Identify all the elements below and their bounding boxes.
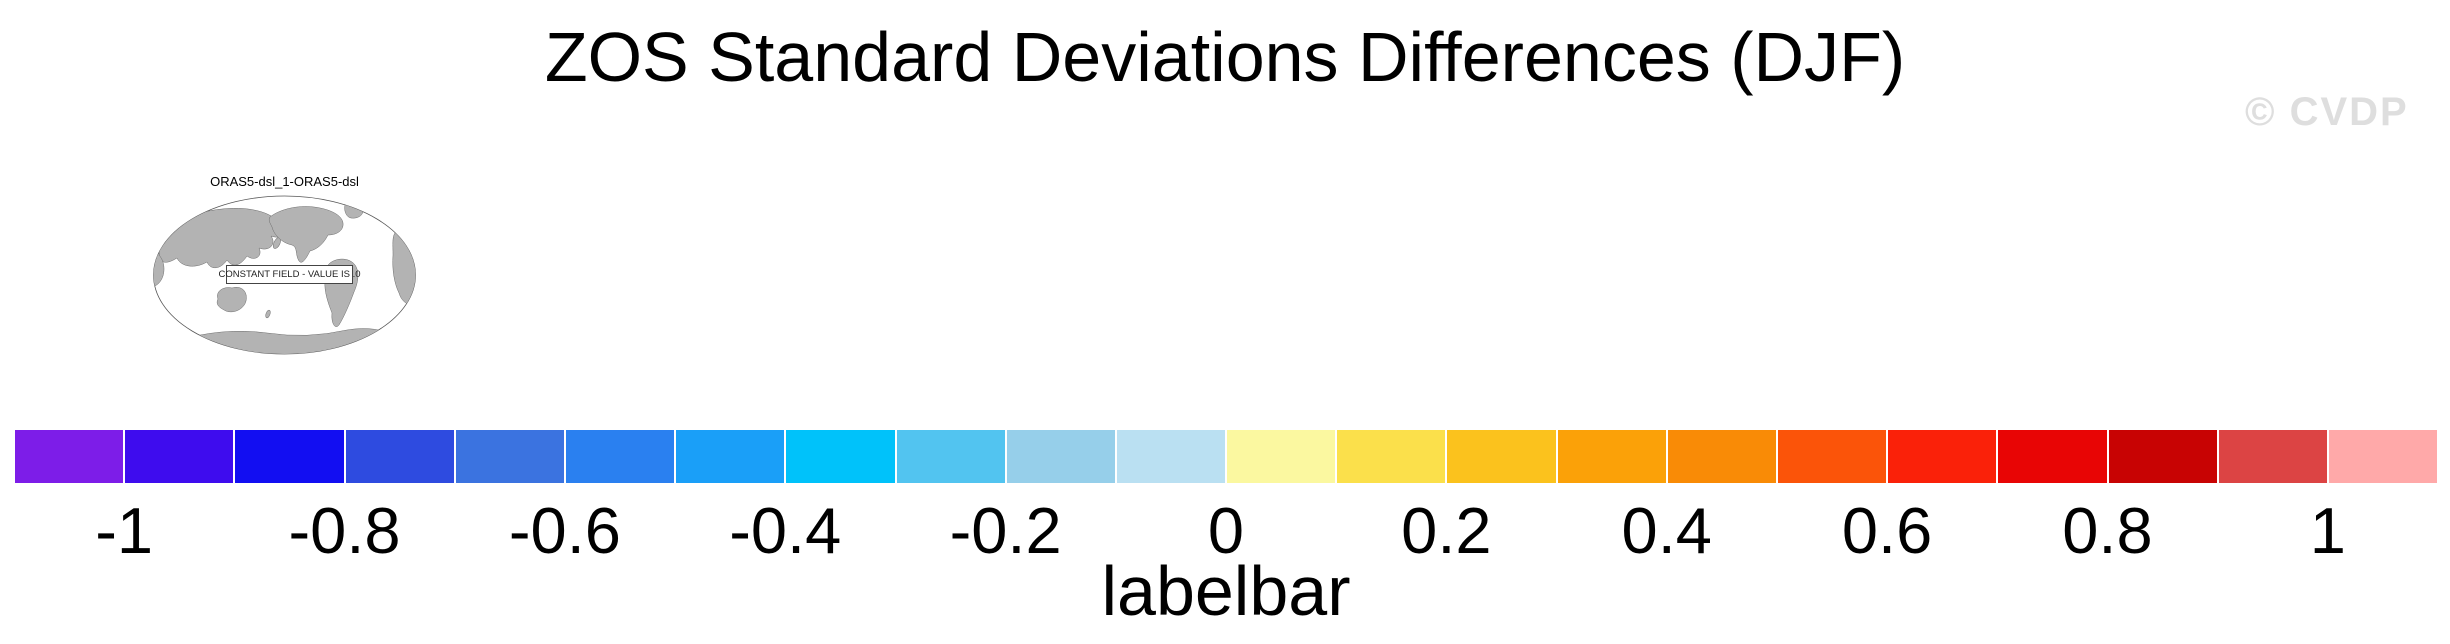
tick-label: 0.4 xyxy=(1621,494,1712,567)
tick-label: -0.8 xyxy=(288,494,401,567)
colorbar-swatch xyxy=(896,430,1005,483)
colorbar-swatch xyxy=(1116,430,1226,483)
colorbar-swatch xyxy=(565,430,675,483)
colorbar-swatch xyxy=(1227,430,1336,483)
colorbar-swatch xyxy=(786,430,895,483)
colorbar-swatch xyxy=(2328,430,2438,483)
colorbar-swatch xyxy=(125,430,234,483)
tick-label: 0 xyxy=(1207,494,1245,567)
cvdp-watermark: © CVDP xyxy=(2245,90,2409,134)
colorbar-tick-row: -1 -0.8 -0.6 -0.4 -0.2 0 0.2 0.4 0.6 0.8 1 xyxy=(0,498,2450,564)
map-title: ORAS5-dsl_1-ORAS5-dsl xyxy=(210,174,359,189)
colorbar-swatch xyxy=(1337,430,1446,483)
colorbar-swatch xyxy=(345,430,454,483)
colorbar-swatch xyxy=(1006,430,1115,483)
constant-field-note: CONSTANT FIELD - VALUE IS .0 xyxy=(219,265,361,284)
colorbar-swatch xyxy=(235,430,344,483)
colorbar-swatch xyxy=(2108,430,2217,483)
colorbar-swatch xyxy=(2218,430,2327,483)
tick-label: 0.2 xyxy=(1401,494,1492,567)
map-panel: ORAS5-dsl_1-ORAS5-dsl xyxy=(152,173,417,355)
tick-label: -0.2 xyxy=(949,494,1062,567)
colorbar-swatch xyxy=(676,430,785,483)
colorbar xyxy=(15,430,2438,483)
colorbar-swatch xyxy=(1778,430,1887,483)
colorbar-swatch xyxy=(1557,430,1666,483)
colorbar-swatch xyxy=(1447,430,1556,483)
colorbar-label: labelbar xyxy=(1101,552,1351,630)
tick-label: 0.8 xyxy=(2062,494,2153,567)
colorbar-swatch xyxy=(455,430,564,483)
page-title: ZOS Standard Deviations Differences (DJF… xyxy=(544,18,1906,96)
tick-label: -0.4 xyxy=(729,494,842,567)
tick-label: -1 xyxy=(95,494,154,567)
colorbar-swatch xyxy=(1667,430,1776,483)
colorbar-swatch xyxy=(1998,430,2107,483)
tick-label: -0.6 xyxy=(508,494,621,567)
colorbar-swatch xyxy=(15,430,124,483)
colorbar-swatch xyxy=(1888,430,1997,483)
tick-label: 1 xyxy=(2309,494,2346,567)
tick-label: 0.6 xyxy=(1841,494,1933,567)
